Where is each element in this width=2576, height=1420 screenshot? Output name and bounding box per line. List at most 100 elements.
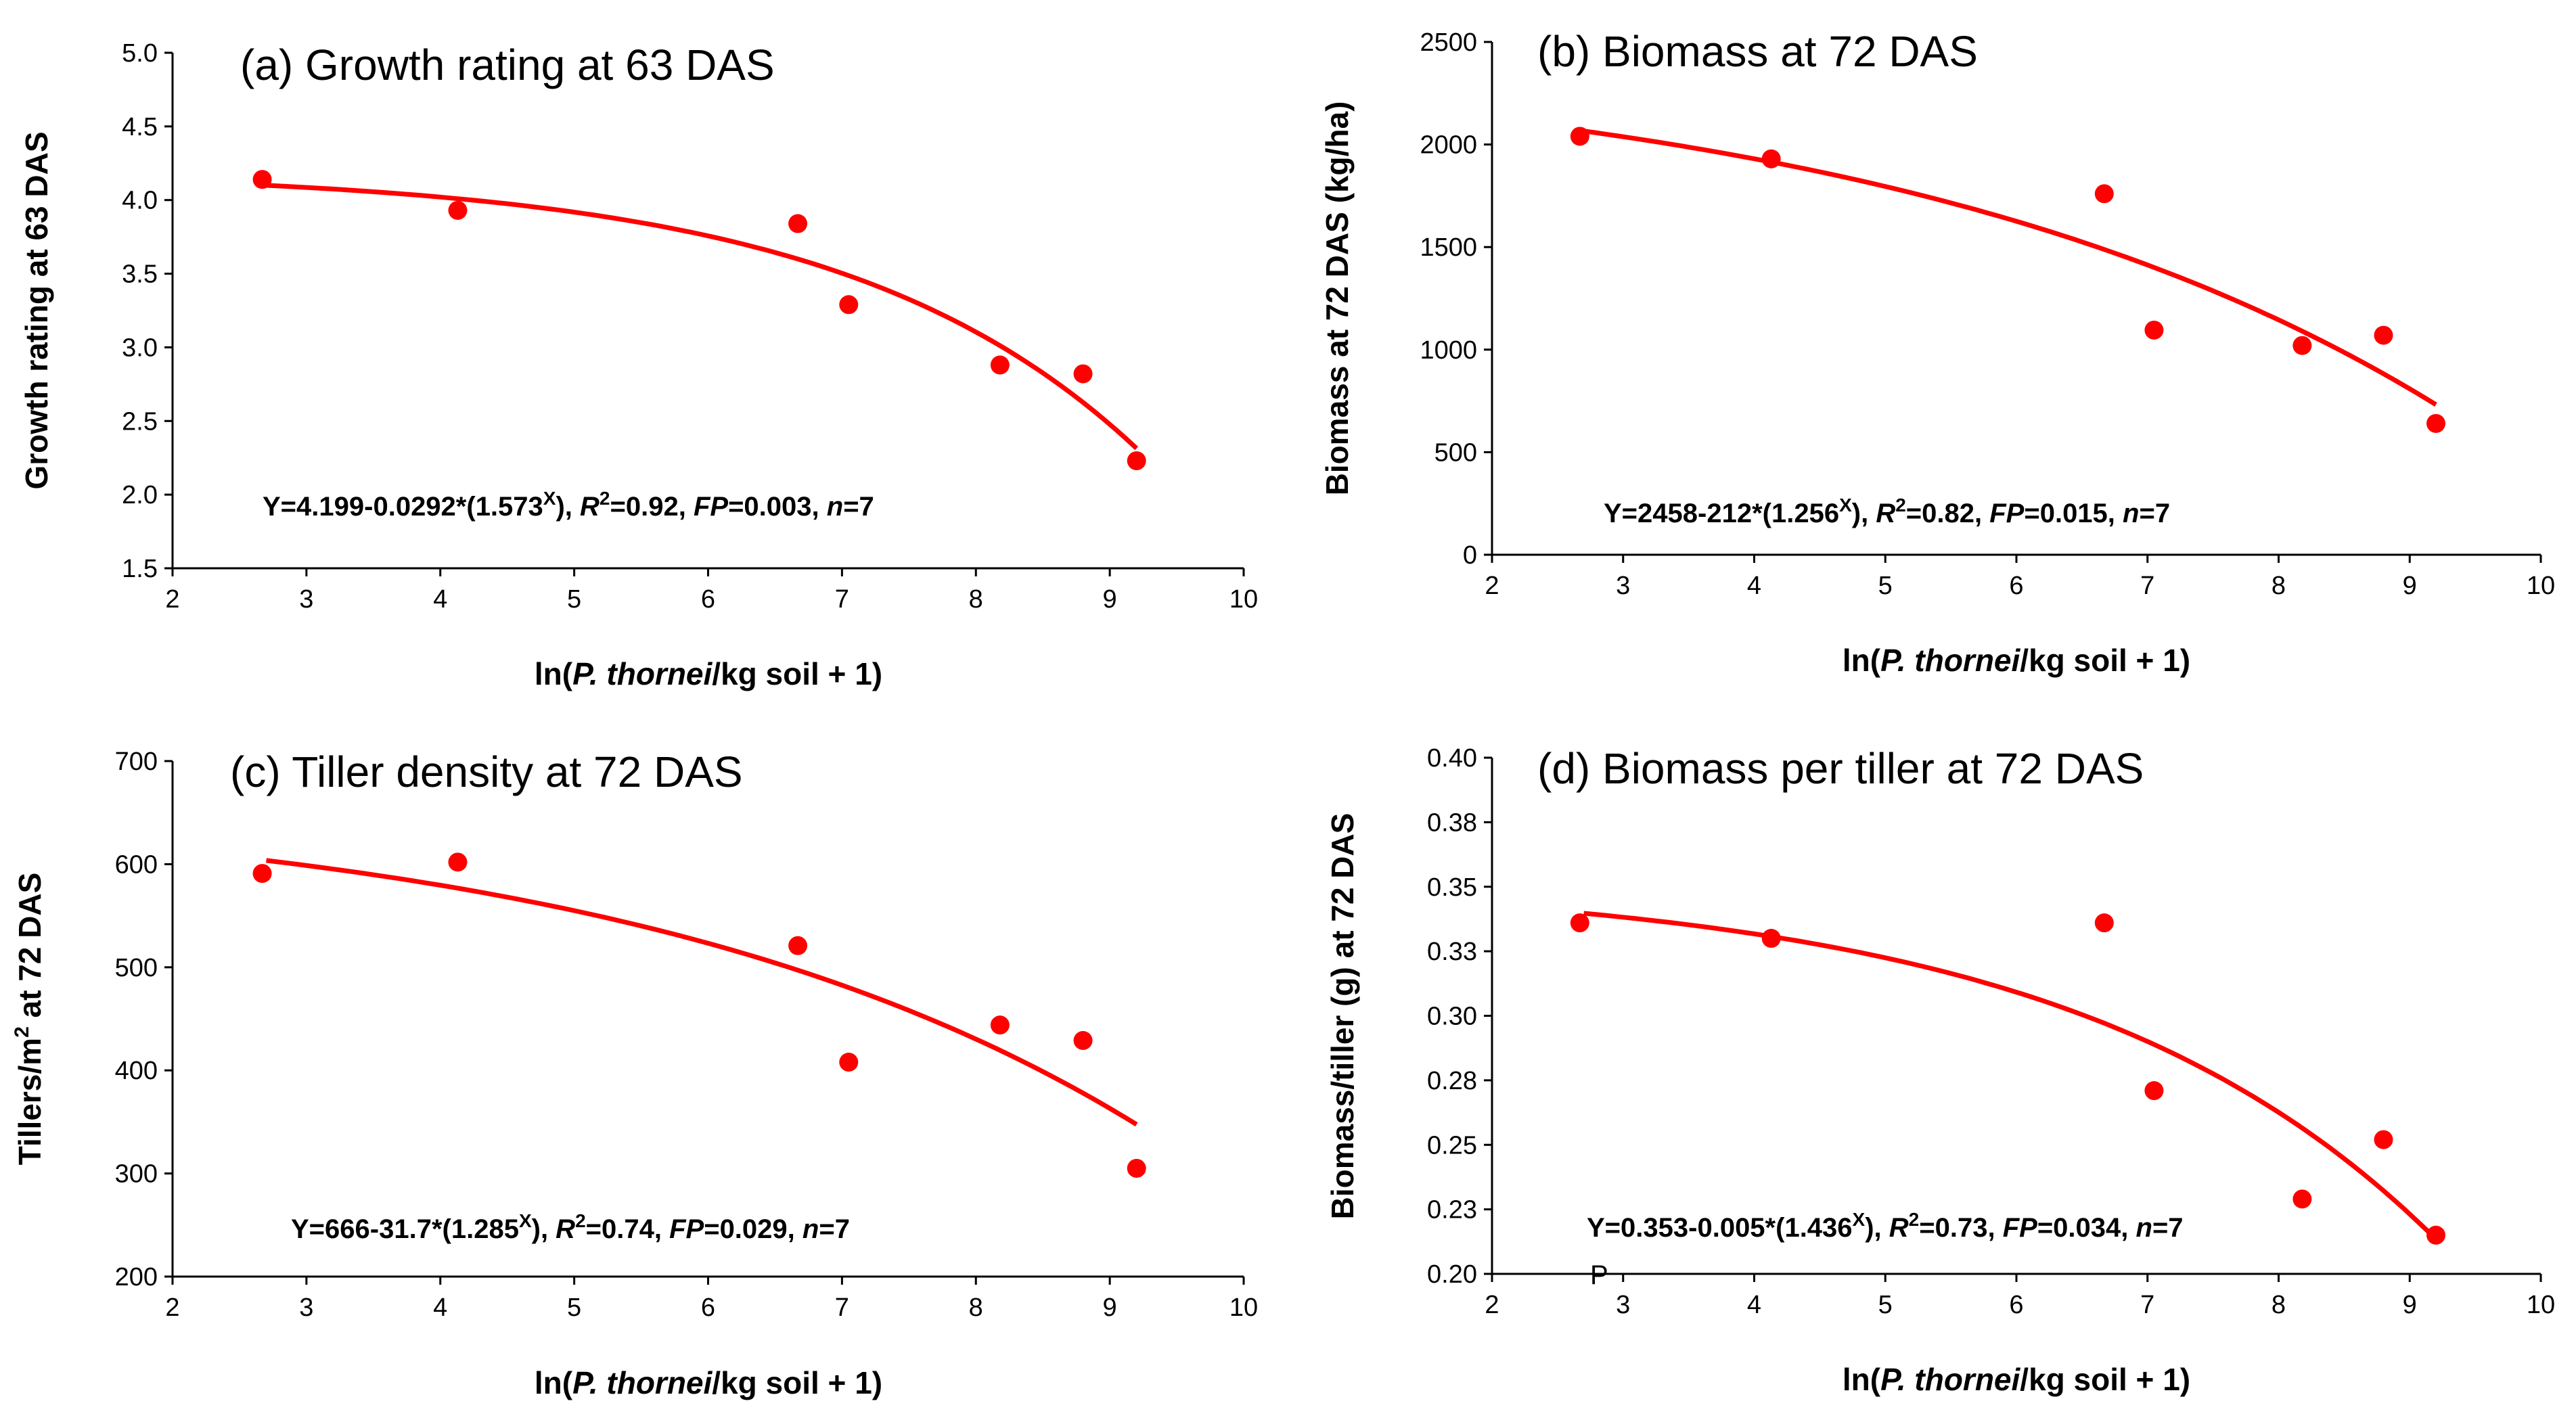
stray-text: P	[1590, 1260, 1608, 1290]
y-tick-label: 600	[115, 850, 158, 879]
data-point	[2144, 1081, 2164, 1101]
x-tick-label: 10	[1229, 1293, 1258, 1322]
x-tick-label: 8	[2272, 572, 2286, 600]
chart-panel-d: 2 3 4 5 6 7 8 9 10 0.20 0.23 0.25 0.28 0.30 0.33 0.35 0.…	[1325, 744, 2555, 1397]
y-tick-label: 0.30	[1427, 1003, 1477, 1031]
chart-title: (b) Biomass at 72 DAS	[1537, 27, 1978, 76]
x-axis-label: ln(P. thornei/kg soil + 1)	[1843, 643, 2190, 678]
chart-panel-a: 2 3 4 5 6 7 8 9 10 1.5 2.0 2.5 3.0 3.5 4.0 4.5 5.0 (a) Gr…	[19, 39, 1258, 691]
x-tick-label: 5	[567, 1293, 581, 1322]
x-tick-label: 3	[1616, 572, 1630, 600]
x-tick-label: 8	[969, 1293, 983, 1322]
x-tick-label: 5	[1878, 1291, 1893, 1319]
x-tick-label: 5	[1878, 572, 1893, 600]
y-tick-label: 0.33	[1427, 938, 1477, 966]
fitted-curve	[1583, 911, 2438, 1241]
y-tick-label: 0.23	[1427, 1196, 1477, 1224]
data-point	[788, 936, 808, 955]
y-tick-label: 300	[115, 1160, 158, 1189]
x-axis-label: ln(P. thornei/kg soil + 1)	[535, 1365, 882, 1400]
x-tick-label: 9	[1103, 585, 1117, 614]
x-tick-label: 2	[165, 585, 179, 614]
y-tick-label: 1000	[1420, 336, 1477, 365]
y-tick-label: 0.35	[1427, 873, 1477, 902]
y-tick-label: 4.0	[122, 187, 158, 215]
x-tick-label: 7	[2140, 572, 2154, 600]
x-tick-label: 5	[567, 585, 581, 614]
x-tick-label: 6	[701, 1293, 715, 1322]
x-tick-label: 7	[835, 1293, 849, 1322]
data-point	[1127, 1158, 1146, 1178]
y-tick-label: 2500	[1420, 28, 1477, 57]
x-tick-label: 10	[1229, 585, 1258, 614]
data-point	[1761, 149, 1781, 168]
x-tick-label: 2	[1485, 572, 1499, 600]
x-tick-label: 4	[1747, 1291, 1761, 1319]
data-point	[788, 214, 808, 233]
data-point	[839, 1053, 859, 1072]
chart-title: (c) Tiller density at 72 DAS	[230, 748, 743, 796]
y-tick-label: 2.5	[122, 407, 158, 436]
y-tick-label: 0.25	[1427, 1131, 1477, 1160]
data-point	[2094, 184, 2114, 204]
y-tick-label: 700	[115, 748, 158, 776]
data-point	[1761, 929, 1781, 948]
y-tick-label: 3.0	[122, 334, 158, 362]
y-tick-label: 500	[1434, 438, 1477, 467]
x-tick-label: 10	[2527, 572, 2555, 600]
x-tick-label: 9	[1103, 1293, 1117, 1322]
data-point	[448, 200, 468, 220]
data-point	[1073, 1031, 1093, 1051]
y-axis-label: Growth rating at 63 DAS	[19, 131, 54, 489]
x-tick-label: 8	[969, 585, 983, 614]
y-tick-label: 1500	[1420, 233, 1477, 262]
x-axis-label: ln(P. thornei/kg soil + 1)	[535, 656, 882, 691]
data-point	[2374, 325, 2393, 345]
x-tick-label: 6	[2009, 572, 2023, 600]
y-axis-label: Tillers/m2 at 72 DAS	[11, 873, 47, 1166]
y-tick-label: 0.38	[1427, 808, 1477, 837]
x-tick-label: 6	[701, 585, 715, 614]
y-tick-label: 2.0	[122, 481, 158, 509]
data-point	[839, 295, 859, 315]
fitted-curve	[266, 858, 1138, 1127]
x-tick-label: 10	[2527, 1291, 2555, 1319]
data-point	[990, 1015, 1010, 1035]
regression-equation: Y=0.353-0.005*(1.436X), R2=0.73, FP=0.03…	[1587, 1209, 2184, 1243]
regression-equation: Y=666-31.7*(1.285X), R2=0.74, FP=0.029, …	[291, 1210, 850, 1244]
data-point	[1570, 127, 1589, 146]
data-point	[2426, 1225, 2445, 1245]
y-tick-label: 1.5	[122, 555, 158, 583]
data-point	[2292, 336, 2312, 355]
x-tick-label: 6	[2009, 1291, 2023, 1319]
chart-panel-b: 2 3 4 5 6 7 8 9 10 0 500 1000 1500 2000 2500 (b) Biomas…	[1319, 27, 2555, 678]
x-tick-label: 2	[1485, 1291, 1499, 1319]
data-point	[1570, 913, 1589, 933]
data-point	[2292, 1189, 2312, 1209]
y-tick-label: 2000	[1420, 131, 1477, 160]
x-tick-label: 3	[299, 1293, 313, 1322]
regression-equation: Y=4.199-0.0292*(1.573X), R2=0.92, FP=0.0…	[263, 488, 874, 522]
y-axis-label: Biomass at 72 DAS (kg/ha)	[1319, 101, 1355, 496]
chart-title: (d) Biomass per tiller at 72 DAS	[1537, 744, 2144, 793]
y-tick-label: 0	[1463, 541, 1477, 570]
y-tick-label: 500	[115, 954, 158, 982]
data-point	[2426, 413, 2445, 433]
data-point	[2144, 320, 2164, 340]
y-tick-label: 0.28	[1427, 1067, 1477, 1095]
x-tick-label: 7	[2140, 1291, 2154, 1319]
chart-panel-c: 2 3 4 5 6 7 8 9 10 200 300 400 500 600 700 (c) Tiller d…	[11, 748, 1258, 1400]
x-tick-label: 9	[2403, 572, 2417, 600]
x-tick-label: 3	[299, 585, 313, 614]
x-tick-label: 2	[165, 1293, 179, 1322]
fitted-curve	[1583, 129, 2437, 407]
chart-title: (a) Growth rating at 63 DAS	[240, 41, 775, 89]
y-tick-label: 5.0	[122, 39, 158, 68]
x-tick-label: 4	[1747, 572, 1761, 600]
data-point	[2094, 913, 2114, 933]
y-tick-label: 200	[115, 1263, 158, 1291]
x-tick-label: 9	[2403, 1291, 2417, 1319]
y-tick-label: 4.5	[122, 113, 158, 141]
data-point	[252, 170, 272, 189]
